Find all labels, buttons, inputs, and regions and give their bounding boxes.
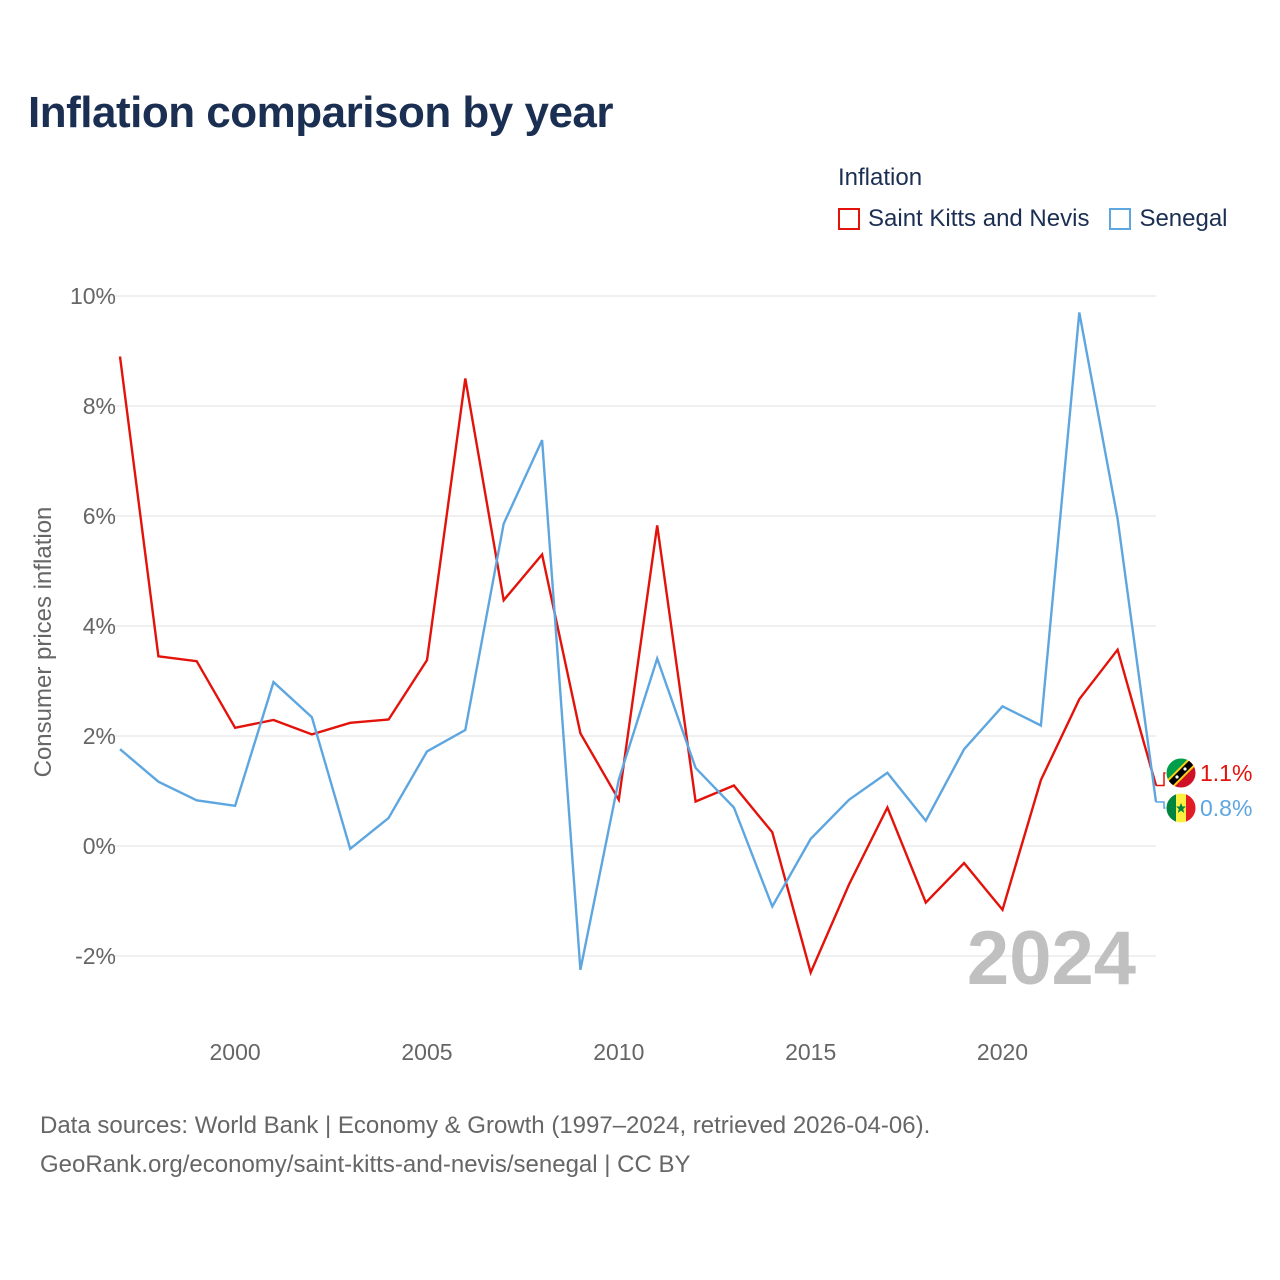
legend-label-senegal: Senegal <box>1139 205 1228 232</box>
x-tick-label: 2020 <box>977 1039 1028 1065</box>
y-tick-label: 2% <box>83 723 116 749</box>
y-axis-ticks: 10% 8% 6% 4% 2% 0% -2% <box>70 283 116 969</box>
senegal-flag-icon <box>1165 792 1197 824</box>
y-tick-label: 10% <box>70 283 116 309</box>
y-tick-label: 4% <box>83 613 116 639</box>
series-lines <box>118 312 1158 977</box>
end-label-connector <box>1156 772 1166 787</box>
end-labels: 1.1% 0.8% <box>1156 757 1252 824</box>
x-tick-label: 2005 <box>401 1039 452 1065</box>
y-tick-label: 8% <box>83 393 116 419</box>
legend-item-senegal[interactable]: Senegal <box>1109 205 1228 233</box>
x-tick-label: 2000 <box>210 1039 261 1065</box>
footer-sources: Data sources: World Bank | Economy & Gro… <box>40 1112 931 1139</box>
legend-label-saint-kitts-and-nevis: Saint Kitts and Nevis <box>868 205 1090 232</box>
y-axis-label: Consumer prices inflation <box>30 507 57 778</box>
legend-swatch-senegal <box>1109 208 1132 230</box>
end-label-value: 0.8% <box>1200 795 1252 821</box>
footer-link[interactable]: GeoRank.org/economy/saint-kitts-and-nevi… <box>40 1151 691 1178</box>
y-tick-label: -2% <box>75 943 116 969</box>
legend-item-saint-kitts-and-nevis[interactable]: Saint Kitts and Nevis <box>838 205 1089 233</box>
footer: Data sources: World Bank | Economy & Gro… <box>40 1106 930 1184</box>
saint-kitts-and-nevis-flag-icon <box>1165 757 1197 789</box>
x-tick-label: 2015 <box>785 1039 836 1065</box>
legend-title: Inflation <box>838 164 923 191</box>
y-tick-label: 0% <box>83 833 116 859</box>
series-line-senegal[interactable] <box>119 312 1158 971</box>
x-axis-ticks: 2000 2005 2010 2015 2020 <box>210 1039 1029 1065</box>
end-label-value: 1.1% <box>1200 760 1252 786</box>
y-tick-label: 6% <box>83 503 116 529</box>
chart-title: Inflation comparison by year <box>28 88 614 137</box>
legend-swatch-saint-kitts-and-nevis <box>838 208 860 230</box>
gridlines <box>98 295 1156 957</box>
series-line-saint-kitts-and-nevis[interactable] <box>118 356 1158 977</box>
year-watermark: 2024 <box>967 916 1136 1001</box>
line-chart: 10% 8% 6% 4% 2% 0% -2% 2000 2005 2010 2015 2020 Co… <box>30 283 1252 1065</box>
legend: Saint Kitts and Nevis Senegal <box>838 205 1228 233</box>
x-tick-label: 2010 <box>593 1039 644 1065</box>
end-label-connector <box>1156 801 1166 809</box>
